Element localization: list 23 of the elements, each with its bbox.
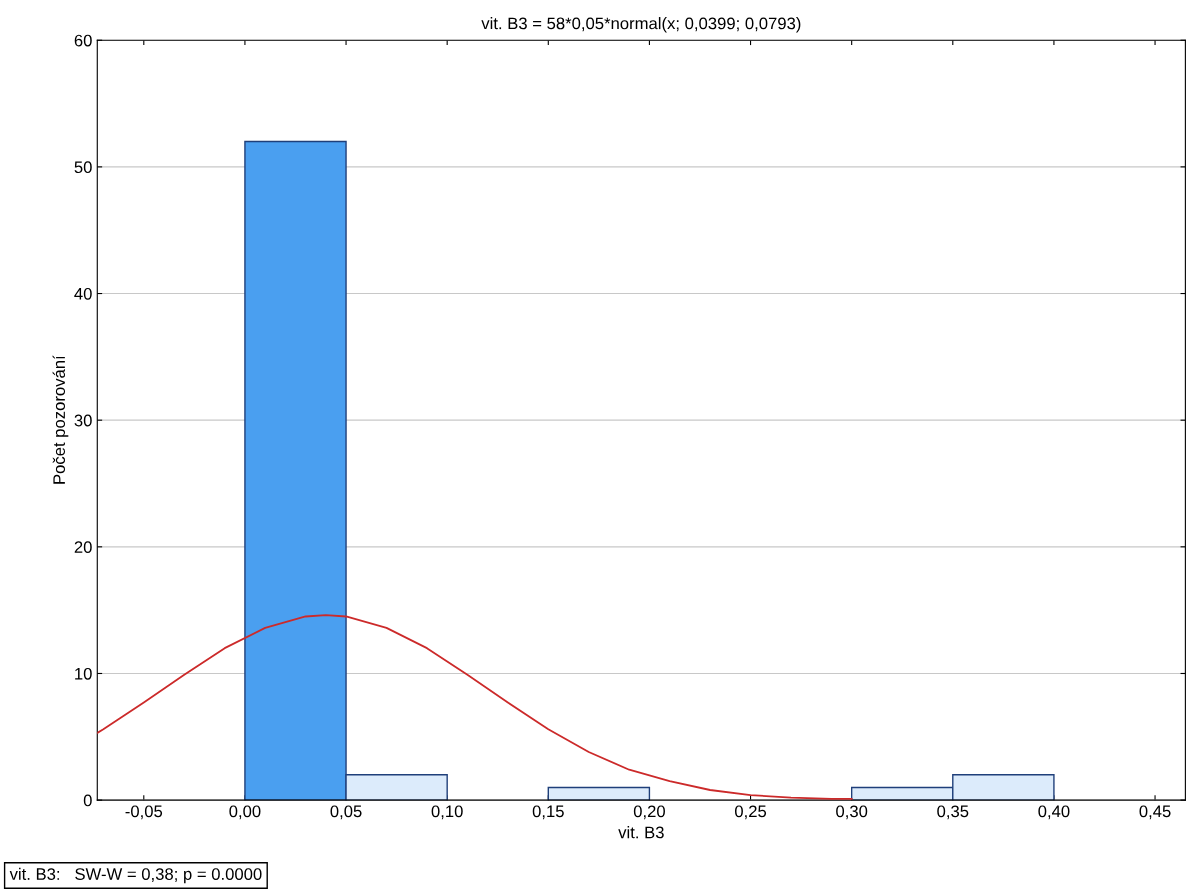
x-tick-label: 0,05 bbox=[330, 805, 362, 820]
x-tick-label: 0,15 bbox=[532, 805, 564, 820]
y-tick-label: 60 bbox=[74, 34, 92, 47]
chart-title: vit. B3 = 58*0,05*normal(x; 0,0399; 0,0793) bbox=[481, 17, 801, 33]
y-tick-label: 50 bbox=[74, 161, 92, 174]
text: vit. B3: SW-W = 0,38; p = 0.0000 bbox=[9, 867, 262, 884]
x-tick-label: 0,45 bbox=[1139, 805, 1171, 820]
y-tick-label: 0 bbox=[83, 794, 92, 807]
y-tick-label: 20 bbox=[74, 541, 92, 554]
line-series bbox=[97, 614, 853, 800]
y-tick-label: 30 bbox=[74, 414, 92, 427]
x-tick-label: 0,40 bbox=[1038, 805, 1070, 820]
x-tick-label: 0,35 bbox=[937, 805, 969, 820]
x-tick-label: -0,05 bbox=[125, 805, 163, 820]
y-axis-title: Počet pozorování bbox=[52, 355, 69, 484]
x-tick-label: 0,00 bbox=[229, 805, 261, 820]
x-tick-label: 0,20 bbox=[633, 805, 665, 820]
x-tick-label: 0,30 bbox=[836, 805, 868, 820]
x-tick-label: 0,10 bbox=[431, 805, 463, 820]
y-tick-label: 10 bbox=[75, 667, 92, 680]
x-tick-label: 0,25 bbox=[734, 805, 767, 820]
y-tick-label: 40 bbox=[74, 287, 92, 300]
x-axis-title: vit. B3 bbox=[618, 826, 664, 839]
